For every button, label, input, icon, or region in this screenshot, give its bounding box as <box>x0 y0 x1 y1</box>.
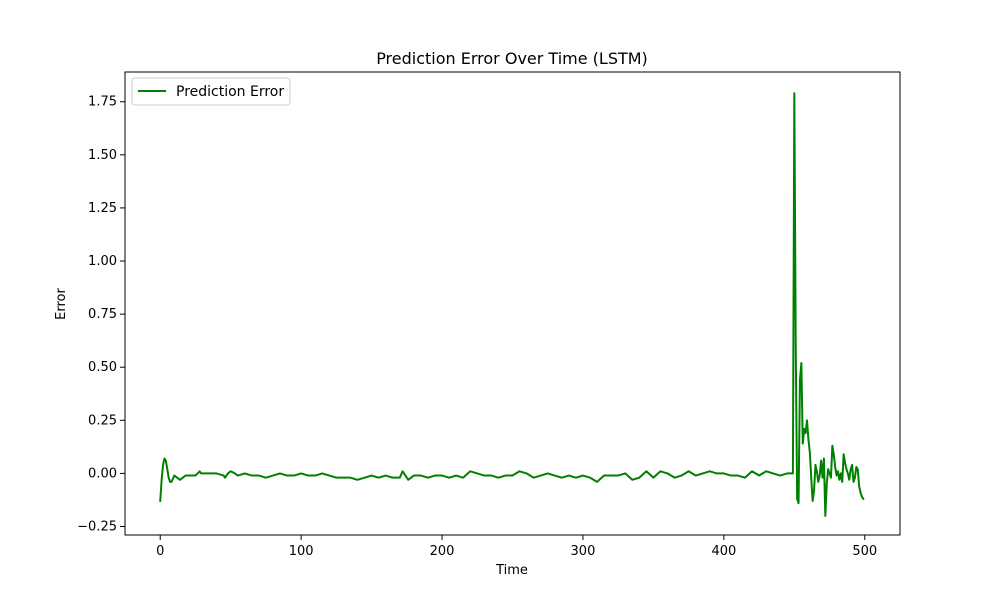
y-tick-label: 0.75 <box>88 307 117 322</box>
plot-frame <box>124 71 901 536</box>
x-axis: 0 100 200 300 400 500 <box>156 535 877 559</box>
y-tick-label: 0.00 <box>88 466 117 481</box>
x-axis-label: Time <box>495 563 528 578</box>
series-line-prediction-error <box>159 92 865 517</box>
y-tick-label: 0.25 <box>88 413 117 428</box>
x-tick-label: 100 <box>289 544 314 559</box>
x-tick-label: 200 <box>430 544 455 559</box>
legend: Prediction Error <box>131 77 291 106</box>
legend-box <box>131 77 291 106</box>
y-tick-label: 0.50 <box>88 360 117 375</box>
y-tick-label: 1.00 <box>88 254 117 269</box>
legend-label: Prediction Error <box>176 84 284 100</box>
y-axis: −0.25 0.00 0.25 0.50 0.75 1.00 1.25 1.50 1.75 <box>77 95 125 535</box>
x-tick-label: 300 <box>571 544 596 559</box>
x-tick-label: 0 <box>156 544 164 559</box>
y-tick-label: 1.50 <box>88 148 117 163</box>
y-tick-label: −0.25 <box>77 520 117 535</box>
chart-title: Prediction Error Over Time (LSTM) <box>376 49 648 68</box>
series-layer <box>159 92 865 517</box>
plot-area: 0 100 200 300 400 500 −0.25 0.00 0.25 0.50 0.75 1.… <box>77 71 901 559</box>
x-tick-label: 500 <box>852 544 877 559</box>
y-tick-label: 1.25 <box>88 201 117 216</box>
x-tick-label: 400 <box>711 544 736 559</box>
y-axis-label: Error <box>54 288 69 320</box>
y-tick-label: 1.75 <box>88 95 117 110</box>
